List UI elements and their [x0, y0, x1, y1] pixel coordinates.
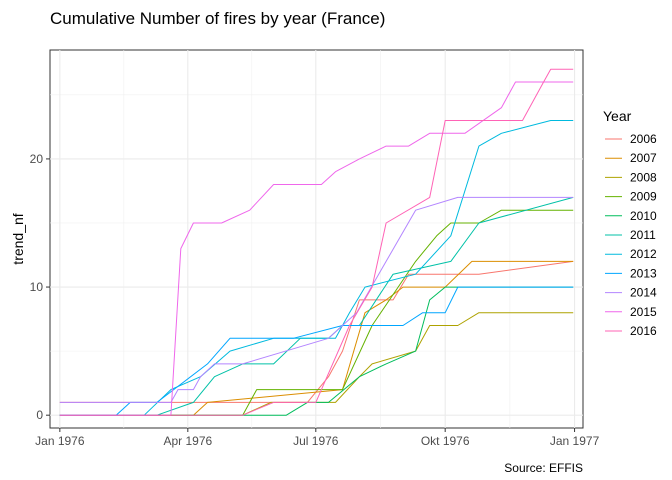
legend-label-2016: 2016 [630, 324, 657, 338]
legend-label-2014: 2014 [630, 286, 657, 300]
legend: Year 2006 2007 2008 2009 2010 2011 2012 2013 201… [603, 108, 657, 338]
legend-label-2006: 2006 [630, 132, 657, 146]
series-line-2015 [59, 81, 574, 416]
y-tick-label: 20 [30, 152, 44, 166]
series-line-2008 [59, 312, 574, 416]
series-line-2012 [59, 120, 574, 416]
series-line-2010 [59, 286, 574, 416]
y-axis-title: trend_nf [10, 213, 26, 264]
grid-minor [50, 50, 583, 428]
series-line-2014 [59, 196, 574, 403]
legend-label-2010: 2010 [630, 209, 657, 223]
panel-background [49, 49, 584, 429]
y-tick-label: 10 [30, 280, 44, 294]
series-lines [59, 68, 574, 416]
legend-label-2012: 2012 [630, 247, 657, 261]
legend-items: 2006 2007 2008 2009 2010 2011 2012 2013 2014 2015… [605, 132, 657, 338]
x-tick-label: Jul 1976 [293, 434, 339, 448]
legend-label-2008: 2008 [630, 170, 657, 184]
x-tick-label: Jan 1976 [35, 434, 85, 448]
series-line-2007 [59, 260, 574, 416]
legend-label-2011: 2011 [630, 228, 656, 242]
x-tick-label: Jan 1977 [550, 434, 600, 448]
legend-label-2015: 2015 [630, 305, 657, 319]
legend-label-2009: 2009 [630, 190, 657, 204]
legend-label-2007: 2007 [630, 151, 657, 165]
legend-title: Year [603, 108, 632, 124]
chart-title: Cumulative Number of fires by year (Fran… [50, 9, 385, 28]
series-line-2009 [59, 209, 574, 416]
x-axis: Jan 1976 Apr 1976 Jul 1976 Okt 1976 Jan 1977 [35, 428, 600, 448]
legend-label-2013: 2013 [630, 266, 657, 280]
x-tick-label: Okt 1976 [421, 434, 470, 448]
y-axis: 0 10 20 [30, 152, 50, 422]
y-tick-label: 0 [36, 408, 43, 422]
caption: Source: EFFIS [504, 461, 583, 475]
series-line-2016 [59, 68, 574, 416]
plot-area [49, 49, 584, 429]
series-line-2006 [59, 260, 574, 403]
x-tick-label: Apr 1976 [163, 434, 212, 448]
grid-major [50, 50, 583, 428]
